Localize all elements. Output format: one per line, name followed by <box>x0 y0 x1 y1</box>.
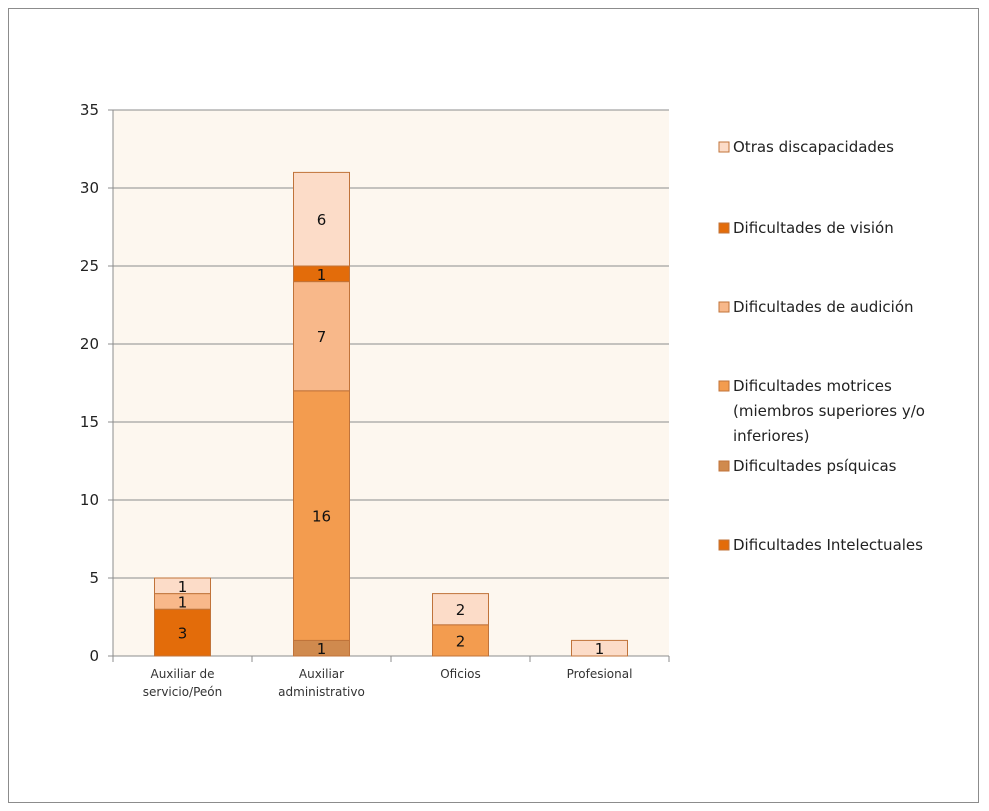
bar-segment <box>293 171 350 267</box>
y-tick-label: 5 <box>89 569 99 587</box>
legend-swatch <box>718 460 730 472</box>
x-tick-label: Auxiliar <box>299 667 344 681</box>
data-label: 3 <box>178 625 188 643</box>
y-tick-label: 30 <box>80 179 99 197</box>
legend: Otras discapacidades Dificultades de visi… <box>718 138 925 554</box>
x-tick-label: Profesional <box>567 667 633 681</box>
y-tick-label: 25 <box>80 257 99 275</box>
bar-segment <box>432 593 489 626</box>
legend-entry: Dificultades de visión <box>733 219 894 237</box>
bar-segment <box>571 639 628 657</box>
x-tick-label: servicio/Peón <box>143 685 222 699</box>
x-tick-label: administrativo <box>278 685 365 699</box>
legend-swatch <box>718 539 730 551</box>
legend-entry: Dificultades de audición <box>733 298 914 316</box>
legend-swatch <box>718 380 730 392</box>
bars <box>154 171 628 657</box>
data-label: 1 <box>178 593 188 611</box>
legend-entry: Otras discapacidades <box>733 138 894 156</box>
legend-swatch <box>718 301 730 313</box>
bar-segment <box>293 390 350 641</box>
x-tick-label: Oficios <box>440 667 481 681</box>
legend-swatch <box>718 141 730 153</box>
gridlines <box>113 109 669 579</box>
x-tick-labels: Auxiliar de servicio/Peón Auxiliar administ… <box>143 667 633 699</box>
data-label: 6 <box>317 211 327 229</box>
bar-segment <box>293 281 350 392</box>
y-tick-label: 15 <box>80 413 99 431</box>
legend-entry: Dificultades Intelectuales <box>733 536 923 554</box>
data-label: 2 <box>456 601 466 619</box>
y-tick-label: 0 <box>89 647 99 665</box>
y-tick-label: 20 <box>80 335 99 353</box>
data-label: 7 <box>317 328 327 346</box>
bar-segment <box>154 608 211 657</box>
y-tick-labels: 0 5 10 15 20 25 30 35 <box>80 101 99 665</box>
y-tick-label: 35 <box>80 101 99 119</box>
legend-entry: Dificultades motrices <box>733 377 892 395</box>
legend-entry: (miembros superiores y/o <box>733 402 925 420</box>
bar-segment <box>154 577 211 595</box>
data-label: 16 <box>312 508 331 526</box>
data-label: 1 <box>317 640 327 658</box>
chart-frame: 3 1 1 1 16 7 1 6 2 2 1 0 5 10 15 20 25 30 35 Auxiliar de s… <box>8 8 979 803</box>
legend-swatch <box>718 222 730 234</box>
bar-segment <box>432 624 489 657</box>
data-label: 1 <box>317 266 327 284</box>
legend-entry: Dificultades psíquicas <box>733 457 897 475</box>
data-label: 2 <box>456 632 466 650</box>
data-label: 1 <box>595 640 605 658</box>
x-tick-label: Auxiliar de <box>150 667 214 681</box>
y-tick-label: 10 <box>80 491 99 509</box>
data-label: 1 <box>178 578 188 596</box>
plot-area <box>113 110 669 656</box>
legend-entry: inferiores) <box>733 427 809 445</box>
